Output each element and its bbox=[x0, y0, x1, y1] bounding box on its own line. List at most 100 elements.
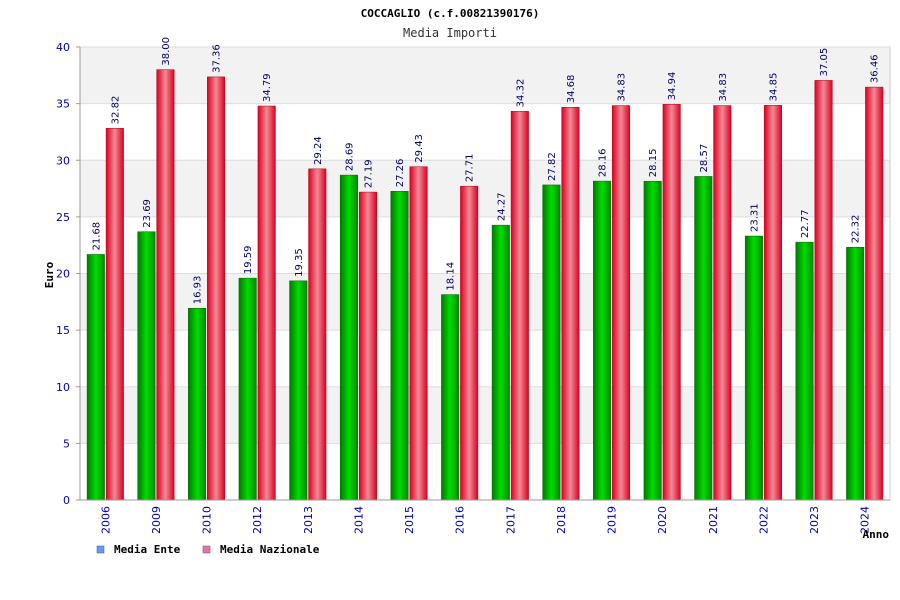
value-label-media-ente-2009: 23.69 bbox=[142, 199, 153, 228]
value-label-media-ente-2018: 27.82 bbox=[547, 152, 558, 181]
value-label-media-nazionale-2014: 27.19 bbox=[363, 159, 374, 188]
bar-media-nazionale-2010 bbox=[207, 76, 226, 501]
value-label-media-nazionale-2022: 34.85 bbox=[768, 73, 779, 102]
x-tick-label-2006: 2006 bbox=[99, 506, 112, 534]
value-label-media-ente-2023: 22.77 bbox=[800, 209, 811, 238]
bar-media-nazionale-2017 bbox=[510, 111, 529, 501]
y-tick-label: 25 bbox=[56, 211, 70, 224]
value-label-media-nazionale-2010: 37.36 bbox=[212, 44, 223, 73]
value-label-media-ente-2010: 16.93 bbox=[193, 276, 204, 305]
x-tick-label-2019: 2019 bbox=[606, 506, 619, 534]
bar-media-nazionale-2023 bbox=[814, 80, 833, 501]
y-tick-label: 40 bbox=[56, 41, 70, 54]
bar-media-ente-2022 bbox=[744, 235, 763, 501]
value-label-media-nazionale-2015: 29.43 bbox=[414, 134, 425, 163]
value-label-media-nazionale-2021: 34.83 bbox=[718, 73, 729, 102]
value-label-media-nazionale-2012: 34.79 bbox=[262, 73, 273, 102]
x-tick-label-2016: 2016 bbox=[454, 506, 467, 534]
bar-media-nazionale-2024 bbox=[865, 86, 884, 501]
y-tick-label: 20 bbox=[56, 268, 70, 281]
x-tick-label-2017: 2017 bbox=[504, 506, 517, 534]
chart-subtitle: Media Importi bbox=[403, 26, 497, 40]
y-tick-label: 35 bbox=[56, 98, 70, 111]
x-axis-label: Anno bbox=[863, 528, 890, 541]
value-label-media-nazionale-2020: 34.94 bbox=[667, 72, 678, 101]
legend: Media Ente Media Nazionale bbox=[96, 543, 320, 556]
bar-media-ente-2015 bbox=[390, 191, 409, 501]
bar-media-ente-2020 bbox=[643, 180, 662, 501]
bar-media-nazionale-2018 bbox=[561, 106, 580, 501]
bar-media-nazionale-2014 bbox=[358, 191, 377, 501]
x-tick-label-2009: 2009 bbox=[150, 506, 163, 534]
value-label-media-ente-2024: 22.32 bbox=[851, 215, 862, 244]
bar-media-nazionale-2015 bbox=[409, 166, 428, 501]
value-label-media-ente-2022: 23.31 bbox=[749, 203, 760, 232]
value-label-media-ente-2019: 28.16 bbox=[598, 148, 609, 177]
x-tick-label-2012: 2012 bbox=[251, 506, 264, 534]
bar-media-nazionale-2012 bbox=[257, 105, 276, 501]
chart-title: COCCAGLIO (c.f.00821390176) bbox=[361, 7, 540, 20]
value-label-media-nazionale-2013: 29.24 bbox=[313, 136, 324, 165]
value-labels: 21.68 32.82 23.69 38.00 16.93 37.36 19.59 34.79… bbox=[91, 37, 880, 304]
bar-media-ente-2019 bbox=[593, 180, 612, 501]
x-tick-label-2023: 2023 bbox=[808, 506, 821, 534]
value-label-media-nazionale-2009: 38.00 bbox=[161, 37, 172, 66]
bar-media-nazionale-2013 bbox=[308, 168, 327, 501]
x-axis-ticks: 2006 2009 2010 2012 2013 2014 2015 2016 2017 2018… bbox=[99, 506, 871, 534]
x-tick-label-2018: 2018 bbox=[555, 506, 568, 534]
value-label-media-ente-2014: 28.69 bbox=[344, 142, 355, 171]
value-label-media-ente-2021: 28.57 bbox=[699, 144, 710, 173]
value-label-media-nazionale-2019: 34.83 bbox=[617, 73, 628, 102]
value-label-media-ente-2016: 18.14 bbox=[446, 262, 457, 291]
bar-media-nazionale-2006 bbox=[105, 128, 124, 501]
bar-media-nazionale-2019 bbox=[612, 105, 631, 501]
x-tick-label-2021: 2021 bbox=[707, 506, 720, 534]
bar-media-ente-2024 bbox=[846, 246, 865, 501]
y-tick-label: 0 bbox=[63, 494, 70, 507]
x-tick-label-2010: 2010 bbox=[201, 506, 214, 534]
bar-media-ente-2014 bbox=[339, 174, 358, 501]
bar-media-ente-2009 bbox=[137, 231, 156, 501]
value-label-media-nazionale-2006: 32.82 bbox=[110, 96, 121, 125]
bar-media-ente-2017 bbox=[491, 224, 510, 501]
x-tick-label-2022: 2022 bbox=[757, 506, 770, 534]
bar-media-nazionale-2021 bbox=[713, 105, 732, 501]
value-label-media-ente-2015: 27.26 bbox=[395, 159, 406, 188]
x-tick-label-2020: 2020 bbox=[656, 506, 669, 534]
bar-media-ente-2018 bbox=[542, 184, 561, 501]
bars bbox=[86, 69, 884, 501]
bar-media-ente-2021 bbox=[694, 176, 713, 501]
value-label-media-ente-2013: 19.35 bbox=[294, 248, 305, 277]
bar-media-nazionale-2020 bbox=[662, 104, 681, 501]
bar-media-nazionale-2022 bbox=[763, 105, 782, 501]
x-tick-label-2013: 2013 bbox=[302, 506, 315, 534]
x-tick-label-2014: 2014 bbox=[352, 506, 365, 534]
y-tick-label: 10 bbox=[56, 381, 70, 394]
x-tick-label-2015: 2015 bbox=[403, 506, 416, 534]
value-label-media-nazionale-2016: 27.71 bbox=[465, 154, 476, 183]
value-label-media-ente-2012: 19.59 bbox=[243, 246, 254, 275]
value-label-media-ente-2017: 24.27 bbox=[496, 193, 507, 222]
value-label-media-nazionale-2024: 36.46 bbox=[870, 54, 881, 83]
y-axis-ticks: 0 5 10 15 20 25 30 35 40 bbox=[56, 41, 80, 507]
value-label-media-ente-2020: 28.15 bbox=[648, 149, 659, 178]
value-label-media-ente-2006: 21.68 bbox=[91, 222, 102, 251]
y-tick-label: 30 bbox=[56, 154, 70, 167]
value-label-media-nazionale-2023: 37.05 bbox=[819, 48, 830, 77]
bar-media-ente-2010 bbox=[188, 308, 207, 501]
x-tick-label-2024: 2024 bbox=[859, 506, 872, 534]
bar-media-ente-2006 bbox=[86, 254, 105, 501]
bar-media-ente-2012 bbox=[238, 277, 257, 501]
bar-media-ente-2023 bbox=[795, 241, 814, 501]
y-axis-label: Euro bbox=[43, 261, 56, 288]
value-label-media-nazionale-2017: 34.32 bbox=[515, 79, 526, 108]
y-tick-label: 15 bbox=[56, 324, 70, 337]
bar-media-nazionale-2016 bbox=[460, 185, 479, 501]
legend-label-media-nazionale: Media Nazionale bbox=[220, 543, 320, 556]
bar-media-nazionale-2009 bbox=[156, 69, 175, 501]
bar-media-ente-2016 bbox=[441, 294, 460, 501]
value-label-media-nazionale-2018: 34.68 bbox=[566, 75, 577, 104]
legend-swatch-media-nazionale bbox=[202, 545, 211, 554]
y-tick-label: 5 bbox=[63, 437, 70, 450]
